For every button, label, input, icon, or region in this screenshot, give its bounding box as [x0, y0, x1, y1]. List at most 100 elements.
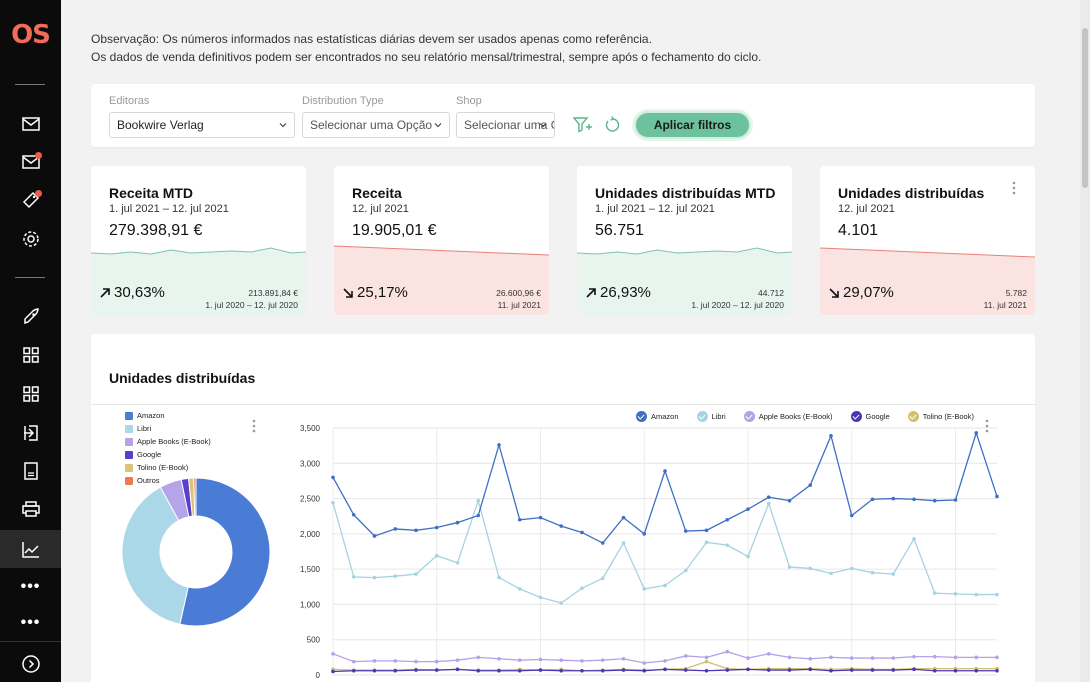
sidebar-item-notifications[interactable] — [0, 143, 61, 181]
data-point[interactable] — [974, 655, 979, 660]
data-point[interactable] — [497, 656, 501, 661]
data-point[interactable] — [683, 668, 688, 672]
data-point[interactable] — [331, 669, 335, 674]
data-point[interactable] — [476, 655, 481, 660]
sidebar-item-more-secondary[interactable]: ••• — [0, 604, 61, 642]
data-point[interactable] — [580, 586, 584, 590]
data-point[interactable] — [746, 554, 750, 559]
data-point[interactable] — [870, 656, 875, 660]
data-point[interactable] — [870, 570, 875, 575]
data-point[interactable] — [808, 656, 813, 661]
data-point[interactable] — [393, 668, 398, 673]
line-legend-item[interactable]: Amazon — [636, 411, 679, 422]
data-point[interactable] — [414, 528, 418, 533]
data-point[interactable] — [746, 667, 750, 672]
data-point[interactable] — [829, 655, 833, 660]
data-point[interactable] — [932, 668, 937, 673]
sidebar-expand-button[interactable] — [0, 645, 61, 682]
data-point[interactable] — [538, 668, 543, 672]
data-point[interactable] — [497, 443, 501, 447]
data-point[interactable] — [995, 668, 999, 673]
data-point[interactable] — [393, 527, 398, 531]
data-point[interactable] — [725, 649, 730, 654]
data-point[interactable] — [829, 571, 833, 576]
line-legend-item[interactable]: Libri — [696, 411, 726, 422]
data-point[interactable] — [621, 515, 626, 520]
data-point[interactable] — [393, 574, 398, 578]
data-point[interactable] — [849, 513, 854, 518]
data-point[interactable] — [870, 497, 875, 502]
line-legend-item[interactable]: Apple Books (E-Book) — [743, 411, 833, 422]
pie-legend-item[interactable]: Google — [125, 448, 211, 461]
data-point[interactable] — [974, 668, 979, 673]
data-point[interactable] — [995, 592, 999, 597]
data-point[interactable] — [829, 433, 833, 438]
data-point[interactable] — [497, 575, 501, 580]
data-point[interactable] — [517, 517, 522, 522]
data-point[interactable] — [912, 654, 916, 659]
data-point[interactable] — [725, 543, 730, 547]
data-point[interactable] — [953, 668, 958, 673]
data-point[interactable] — [849, 656, 854, 660]
data-point[interactable] — [787, 655, 792, 660]
data-point[interactable] — [331, 475, 335, 480]
data-point[interactable] — [476, 498, 481, 503]
data-point[interactable] — [808, 483, 813, 487]
data-point[interactable] — [538, 657, 543, 662]
data-point[interactable] — [974, 431, 979, 435]
data-point[interactable] — [766, 668, 771, 672]
data-point[interactable] — [891, 496, 896, 501]
data-point[interactable] — [663, 667, 667, 672]
sidebar-item-dashboard[interactable] — [0, 336, 61, 374]
data-point[interactable] — [372, 668, 377, 673]
data-point[interactable] — [600, 668, 605, 673]
scrollbar-thumb[interactable] — [1082, 28, 1088, 188]
pie-legend-item[interactable]: Outros — [125, 474, 211, 487]
data-point[interactable] — [663, 659, 667, 663]
data-point[interactable] — [559, 524, 564, 528]
data-point[interactable] — [621, 541, 626, 545]
data-point[interactable] — [704, 668, 709, 673]
data-point[interactable] — [704, 540, 709, 545]
data-point[interactable] — [642, 532, 647, 536]
data-point[interactable] — [559, 658, 564, 662]
sidebar-item-more[interactable]: ••• — [0, 568, 61, 606]
apply-filters-button[interactable]: Aplicar filtros — [634, 111, 751, 139]
editoras-select[interactable]: Bookwire Verlag — [109, 112, 295, 138]
data-point[interactable] — [932, 654, 937, 659]
pie-legend-item[interactable]: Libri — [125, 422, 211, 435]
data-point[interactable] — [434, 553, 439, 558]
data-point[interactable] — [932, 498, 937, 503]
data-point[interactable] — [372, 534, 377, 538]
data-point[interactable] — [912, 667, 916, 672]
data-point[interactable] — [766, 501, 771, 506]
data-point[interactable] — [891, 572, 896, 576]
data-point[interactable] — [434, 525, 439, 530]
data-point[interactable] — [746, 507, 750, 511]
pie-legend-item[interactable]: Tolino (E-Book) — [125, 461, 211, 474]
sidebar-item-print[interactable] — [0, 490, 61, 528]
data-point[interactable] — [912, 497, 916, 502]
data-point[interactable] — [372, 659, 377, 663]
data-point[interactable] — [683, 529, 688, 533]
data-point[interactable] — [580, 530, 584, 535]
data-point[interactable] — [331, 652, 335, 656]
data-point[interactable] — [351, 668, 356, 673]
sidebar-item-import[interactable] — [0, 414, 61, 452]
data-point[interactable] — [704, 659, 709, 664]
data-point[interactable] — [351, 659, 356, 664]
data-point[interactable] — [476, 513, 481, 518]
data-point[interactable] — [704, 528, 709, 533]
data-point[interactable] — [621, 656, 626, 661]
data-point[interactable] — [974, 592, 979, 597]
data-point[interactable] — [580, 668, 584, 673]
data-point[interactable] — [331, 501, 335, 505]
sidebar-item-launch[interactable] — [0, 298, 61, 336]
data-point[interactable] — [932, 591, 937, 595]
sidebar-item-catalog[interactable] — [0, 375, 61, 413]
data-point[interactable] — [351, 513, 356, 517]
distribution-type-select[interactable]: Selecionar uma Opção — [302, 112, 450, 138]
data-point[interactable] — [517, 668, 522, 673]
data-point[interactable] — [642, 668, 647, 673]
data-point[interactable] — [455, 658, 460, 662]
